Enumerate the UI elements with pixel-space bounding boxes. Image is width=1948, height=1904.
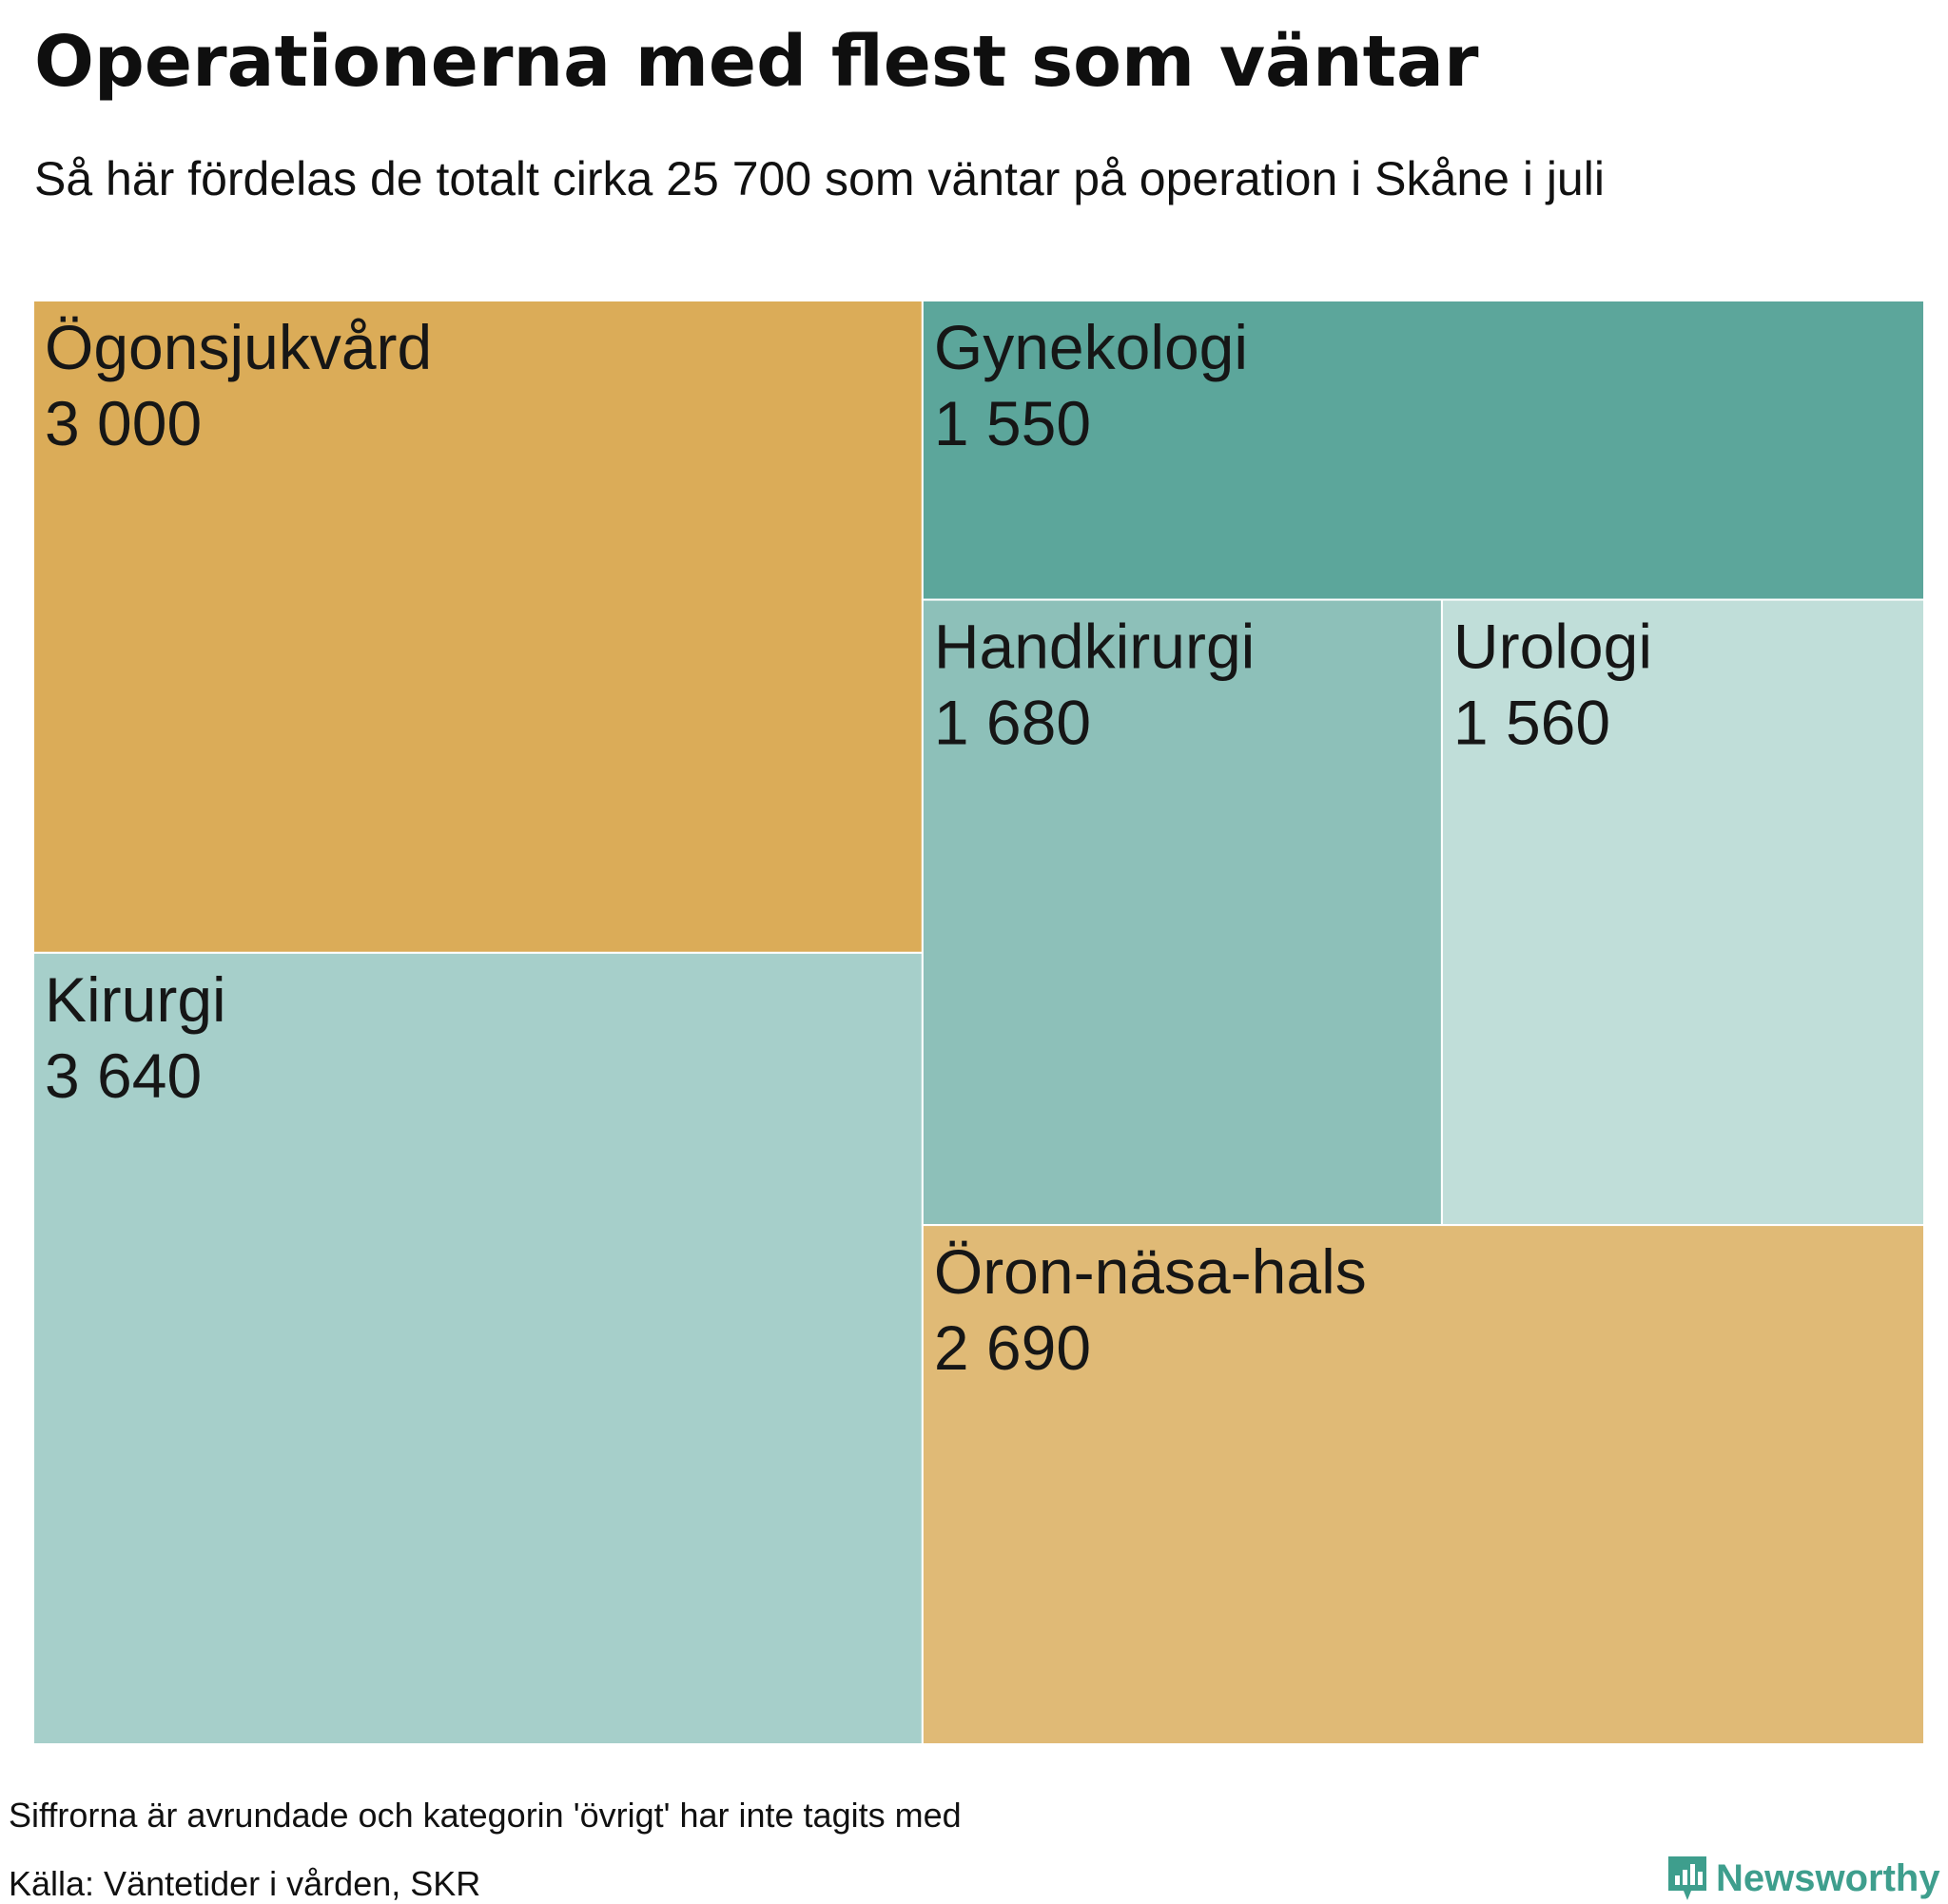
tile-label-handkirurgi: Handkirurgi <box>934 612 1255 682</box>
tile-rect-urologi <box>1440 598 1924 1227</box>
newsworthy-logo: Newsworthy <box>1666 1855 1940 1902</box>
chart-title: Operationerna med flest som väntar <box>34 21 1479 103</box>
tile-rect-oron-nasa-hals <box>921 1224 1924 1744</box>
treemap-chart: Ögonsjukvård 3 000 Kirurgi 3 640 Gynekologi 1… <box>33 301 1924 1744</box>
tile-value-kirurgi: 3 640 <box>45 1040 202 1111</box>
tile-value-urologi: 1 560 <box>1453 688 1610 758</box>
tile-value-gynekologi: 1 550 <box>934 388 1091 458</box>
tile-value-oron-nasa-hals: 2 690 <box>934 1312 1091 1383</box>
tile-value-ogonsjukvard: 3 000 <box>45 388 202 458</box>
brand-name: Newsworthy <box>1716 1856 1940 1899</box>
chart-subtitle: Så här fördelas de totalt cirka 25 700 s… <box>34 152 1605 205</box>
tile-label-oron-nasa-hals: Öron-näsa-hals <box>934 1236 1367 1307</box>
tile-rect-ogonsjukvard <box>33 301 924 954</box>
bar-chart-icon <box>1668 1856 1706 1900</box>
tile-label-ogonsjukvard: Ögonsjukvård <box>45 312 432 382</box>
tile-rect-gynekologi <box>921 301 1924 601</box>
footnote: Siffrorna är avrundade och kategorin 'öv… <box>9 1796 962 1835</box>
tile-label-gynekologi: Gynekologi <box>934 312 1248 382</box>
tile-value-handkirurgi: 1 680 <box>934 688 1091 758</box>
tile-label-urologi: Urologi <box>1453 612 1652 682</box>
tile-label-kirurgi: Kirurgi <box>45 964 226 1035</box>
tile-rect-handkirurgi <box>921 598 1443 1227</box>
tile-rect-kirurgi <box>33 951 924 1744</box>
source-note: Källa: Väntetider i vården, SKR <box>9 1864 481 1903</box>
